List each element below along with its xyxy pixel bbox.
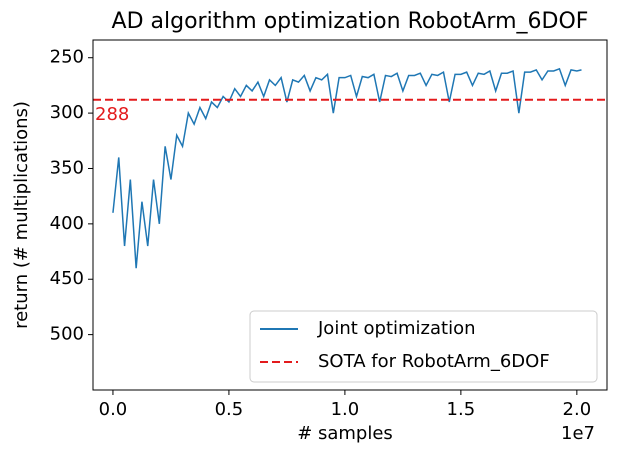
legend-label: SOTA for RobotArm_6DOF	[318, 351, 550, 372]
legend-box	[249, 310, 598, 383]
y-tick-label: 400	[50, 213, 84, 234]
y-axis-label: return (# multiplications)	[11, 101, 32, 329]
y-tick-label: 250	[50, 47, 84, 68]
y-tick-label: 450	[50, 268, 84, 289]
x-tick-label: 1.5	[447, 399, 476, 420]
series-line	[112, 67, 582, 269]
x-tick-label: 0.5	[215, 399, 244, 420]
y-tick-label: 350	[50, 157, 84, 178]
x-offset-label: 1e7	[561, 423, 595, 444]
axes-frame	[92, 39, 608, 391]
y-tick-label: 500	[50, 324, 84, 345]
x-axis-label: # samples	[297, 423, 393, 444]
legend-label: Joint optimization	[317, 318, 476, 339]
x-tick-label: 0.0	[99, 399, 128, 420]
reference-annotation: 288	[95, 104, 129, 125]
y-tick-label: 300	[50, 102, 84, 123]
x-tick-label: 1.0	[331, 399, 360, 420]
chart-title: AD algorithm optimization RobotArm_6DOF	[112, 9, 589, 34]
x-tick-label: 2.0	[563, 399, 592, 420]
